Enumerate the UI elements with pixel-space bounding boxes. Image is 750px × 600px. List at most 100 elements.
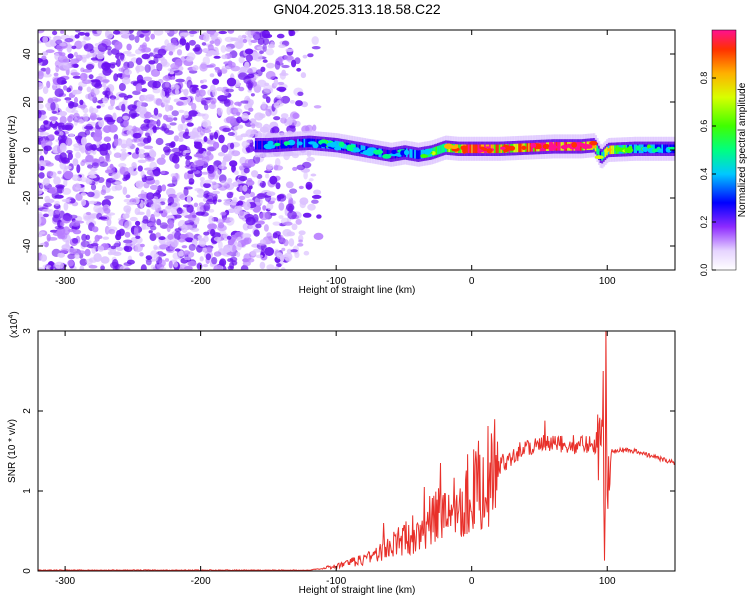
noise-blob xyxy=(54,209,61,215)
noise-blob xyxy=(198,239,207,247)
noise-blob xyxy=(185,56,194,62)
noise-blob xyxy=(247,159,253,165)
noise-blob xyxy=(122,177,128,182)
y-tick-label: 20 xyxy=(22,96,33,108)
noise-blob xyxy=(145,94,155,99)
noise-blob xyxy=(196,244,203,253)
signal-peak xyxy=(607,148,612,152)
noise-blob xyxy=(135,220,141,226)
noise-blob xyxy=(149,161,157,170)
noise-blob xyxy=(217,107,223,116)
noise-blob xyxy=(114,184,123,191)
snr-multiplier-exp: 4 xyxy=(8,315,15,319)
noise-blob xyxy=(186,79,193,89)
noise-blob xyxy=(270,41,275,49)
noise-blob xyxy=(174,248,181,252)
noise-blob xyxy=(187,171,194,180)
noise-blob xyxy=(96,53,105,60)
signal-peak xyxy=(338,141,345,148)
noise-blob xyxy=(178,109,185,113)
noise-blob xyxy=(172,214,182,219)
noise-blob xyxy=(265,70,276,80)
signal-peak xyxy=(571,142,577,148)
noise-blob xyxy=(38,135,44,142)
noise-blob xyxy=(239,156,247,165)
noise-blob xyxy=(266,191,276,196)
noise-blob xyxy=(38,70,44,80)
noise-blob xyxy=(196,138,203,142)
noise-blob xyxy=(166,215,174,219)
noise-blob xyxy=(153,107,159,116)
noise-blob xyxy=(90,243,99,247)
y-tick-label: -20 xyxy=(22,190,33,205)
noise-blob xyxy=(242,258,249,263)
noise-blob xyxy=(80,192,87,197)
noise-blob xyxy=(183,32,191,36)
noise-blob xyxy=(289,30,296,36)
noise-blob xyxy=(173,135,180,142)
noise-blob xyxy=(225,48,233,52)
noise-blob xyxy=(73,146,82,152)
noise-blob xyxy=(67,53,74,59)
noise-blob xyxy=(38,163,41,171)
noise-blob xyxy=(181,114,186,124)
snr-x-label: Height of straight line (km) xyxy=(299,585,416,596)
noise-blob xyxy=(141,88,148,93)
noise-blob xyxy=(97,245,105,252)
noise-blob xyxy=(99,103,105,108)
noise-blob xyxy=(263,224,269,232)
noise-blob xyxy=(179,194,187,200)
y-tick-label: 1 xyxy=(22,488,33,494)
noise-blob xyxy=(49,120,59,128)
noise-blob xyxy=(176,207,183,215)
noise-blob xyxy=(243,201,251,211)
noise-blob xyxy=(263,84,273,94)
noise-blob xyxy=(113,138,119,147)
noise-blob xyxy=(135,147,140,155)
noise-blob xyxy=(112,112,117,121)
noise-blob xyxy=(72,237,79,244)
noise-blob xyxy=(195,211,205,216)
noise-blob xyxy=(135,243,141,253)
noise-blob xyxy=(245,30,252,36)
noise-blob xyxy=(160,61,170,68)
svg-text:(x104): (x104) xyxy=(8,311,20,338)
noise-blob xyxy=(87,164,93,169)
noise-blob xyxy=(142,47,152,53)
noise-blob xyxy=(41,55,47,60)
signal-core xyxy=(598,148,601,158)
noise-blob xyxy=(145,258,152,266)
noise-blob xyxy=(202,79,207,83)
noise-blob xyxy=(256,174,263,179)
noise-blob xyxy=(85,258,93,264)
noise-blob xyxy=(207,172,215,180)
noise-blob xyxy=(137,159,147,164)
noise-blob xyxy=(235,135,243,141)
noise-blob xyxy=(203,179,213,184)
noise-blob xyxy=(174,228,182,233)
noise-blob xyxy=(164,258,170,262)
noise-blob xyxy=(188,30,198,34)
noise-blob xyxy=(77,31,86,36)
noise-blob xyxy=(82,79,92,84)
noise-blob xyxy=(135,83,143,92)
signal-peak xyxy=(477,148,482,154)
noise-blob xyxy=(280,117,287,124)
noise-blob xyxy=(144,111,152,119)
noise-blob xyxy=(149,150,157,158)
signal-core xyxy=(526,143,529,152)
noise-blob xyxy=(124,267,131,270)
noise-blob xyxy=(288,238,295,247)
signal-core xyxy=(497,144,500,154)
noise-blob xyxy=(158,113,163,118)
noise-blob xyxy=(98,118,104,128)
noise-blob xyxy=(235,41,243,49)
noise-blob xyxy=(186,204,194,213)
noise-blob xyxy=(88,74,94,80)
noise-blob xyxy=(266,62,275,69)
noise-blob xyxy=(311,46,321,50)
noise-blob xyxy=(209,40,215,45)
noise-blob xyxy=(39,242,46,246)
noise-blob xyxy=(137,142,146,147)
